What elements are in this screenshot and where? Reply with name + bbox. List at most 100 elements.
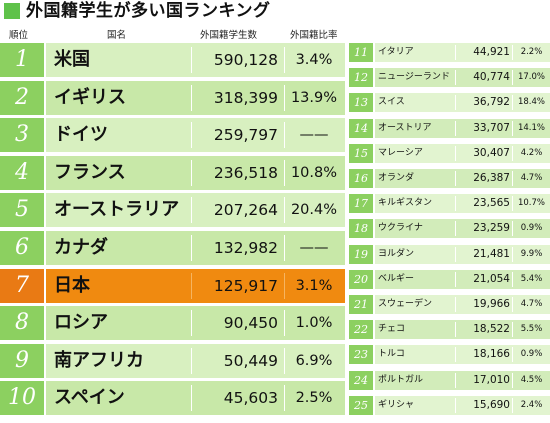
ranking-row: 1 米国 590,128 3.4% — [0, 43, 345, 79]
country-name: ギリシャ — [378, 399, 415, 410]
column-divider — [284, 310, 285, 337]
foreign-ratio: 4.7% — [520, 173, 543, 183]
foreign-ratio: 6.9% — [295, 352, 333, 369]
ranking-top10: 1 米国 590,128 3.4% 2 イギリス 318,399 13.9% 3 ドイツ 259,7… — [0, 43, 345, 422]
foreign-ratio: 10.8% — [290, 164, 338, 181]
column-divider — [512, 196, 513, 212]
rank-number: 16 — [349, 169, 373, 188]
column-divider — [455, 171, 456, 186]
column-divider — [512, 322, 513, 338]
row-body: ヨルダン 21,481 9.9% — [375, 244, 550, 264]
header-rank: 順位 — [9, 30, 29, 41]
rank-number: 8 — [0, 306, 44, 341]
rank-number: 15 — [349, 143, 373, 163]
ranking-row: 14 オーストリア 33,707 14.1% — [349, 118, 550, 139]
student-count: 259,797 — [213, 126, 278, 145]
ranking-row: 19 ヨルダン 21,481 9.9% — [349, 244, 550, 265]
country-name: オランダ — [378, 173, 415, 183]
row-body: ポルトガル 17,010 4.5% — [375, 370, 550, 390]
column-divider — [512, 221, 513, 237]
ranking-row: 18 ウクライナ 23,259 0.9% — [349, 219, 550, 239]
page-title: 外国籍学生が多い国ランキング — [26, 1, 271, 21]
country-name: オーストラリア — [54, 199, 180, 221]
column-divider — [284, 47, 285, 73]
ranking-row: 6 カナダ 132,982 —— — [0, 231, 345, 267]
ranking-row: 5 オーストラリア 207,264 20.4% — [0, 193, 345, 229]
row-body: 日本 125,917 3.1% — [46, 268, 345, 303]
row-body: スイス 36,792 18.4% — [375, 93, 550, 113]
row-body: ギリシャ 15,690 2.4% — [375, 395, 550, 415]
country-name: ポルトガル — [378, 374, 424, 385]
foreign-ratio: 4.7% — [520, 299, 543, 309]
country-name: イギリス — [54, 86, 126, 108]
column-divider — [455, 397, 456, 413]
ranking-row: 22 チェコ 18,522 5.5% — [349, 320, 550, 340]
row-body: カナダ 132,982 —— — [46, 231, 345, 265]
title-square-icon — [4, 3, 20, 19]
column-divider — [191, 272, 192, 299]
ranking-row: 10 スペイン 45,603 2.5% — [0, 381, 345, 417]
ranking-row: 11 イタリア 44,921 2.2% — [349, 43, 550, 63]
row-body: フランス 236,518 10.8% — [46, 155, 345, 190]
foreign-ratio: 2.2% — [520, 47, 543, 57]
foreign-ratio: 3.4% — [295, 52, 333, 68]
rank-number: 4 — [0, 155, 44, 190]
column-divider — [284, 272, 285, 299]
column-divider — [191, 84, 192, 111]
column-divider — [191, 47, 192, 73]
rank-number: 24 — [349, 370, 373, 390]
column-divider — [512, 145, 513, 161]
column-headers: 順位 国名 外国籍学生数 外国籍比率 — [0, 27, 550, 41]
column-divider — [191, 235, 192, 261]
row-body: ロシア 90,450 1.0% — [46, 306, 345, 341]
column-divider — [284, 122, 285, 149]
column-divider — [191, 197, 192, 224]
header-students: 外国籍学生数 — [200, 30, 258, 41]
column-divider — [455, 145, 456, 161]
foreign-ratio: —— — [299, 127, 329, 144]
student-count: 45,603 — [223, 389, 278, 408]
rank-number: 5 — [0, 193, 44, 228]
ranking-row: 16 オランダ 26,387 4.7% — [349, 169, 550, 189]
ranking-row: 13 スイス 36,792 18.4% — [349, 93, 550, 113]
column-divider — [512, 397, 513, 413]
ranking-row: 23 トルコ 18,166 0.9% — [349, 345, 550, 365]
student-count: 36,792 — [473, 96, 510, 109]
country-name: 日本 — [54, 274, 90, 296]
ranking-row: 4 フランス 236,518 10.8% — [0, 155, 345, 192]
column-divider — [284, 347, 285, 374]
row-body: オーストリア 33,707 14.1% — [375, 118, 550, 138]
row-body: イギリス 318,399 13.9% — [46, 80, 345, 115]
foreign-ratio: 1.0% — [295, 315, 333, 332]
column-divider — [455, 120, 456, 136]
column-divider — [455, 45, 456, 60]
column-divider — [512, 45, 513, 60]
country-name: ウクライナ — [378, 223, 423, 234]
ranking-row: 7 日本 125,917 3.1% — [0, 268, 345, 305]
student-count: 33,707 — [473, 121, 510, 134]
column-divider — [455, 372, 456, 388]
rank-number: 19 — [349, 244, 373, 264]
column-divider — [455, 271, 456, 287]
rank-number: 10 — [0, 381, 44, 416]
foreign-ratio: 2.4% — [520, 399, 543, 410]
rank-number: 20 — [349, 269, 373, 289]
column-divider — [284, 197, 285, 224]
column-divider — [191, 310, 192, 337]
country-name: ロシア — [54, 312, 108, 334]
header-ratio: 外国籍比率 — [290, 30, 338, 41]
country-name: オーストリア — [378, 122, 432, 133]
row-body: オランダ 26,387 4.7% — [375, 169, 550, 188]
column-divider — [455, 95, 456, 111]
column-divider — [455, 221, 456, 237]
row-body: ニュージーランド 40,774 17.0% — [375, 68, 550, 88]
student-count: 18,522 — [473, 323, 510, 336]
foreign-ratio: 0.9% — [520, 223, 543, 234]
country-name: キルギスタン — [378, 198, 433, 209]
column-divider — [512, 347, 513, 363]
foreign-ratio: 9.9% — [520, 248, 543, 259]
foreign-ratio: 2.5% — [295, 390, 333, 407]
student-count: 15,690 — [473, 398, 510, 411]
column-divider — [512, 120, 513, 136]
country-name: 米国 — [54, 49, 90, 70]
